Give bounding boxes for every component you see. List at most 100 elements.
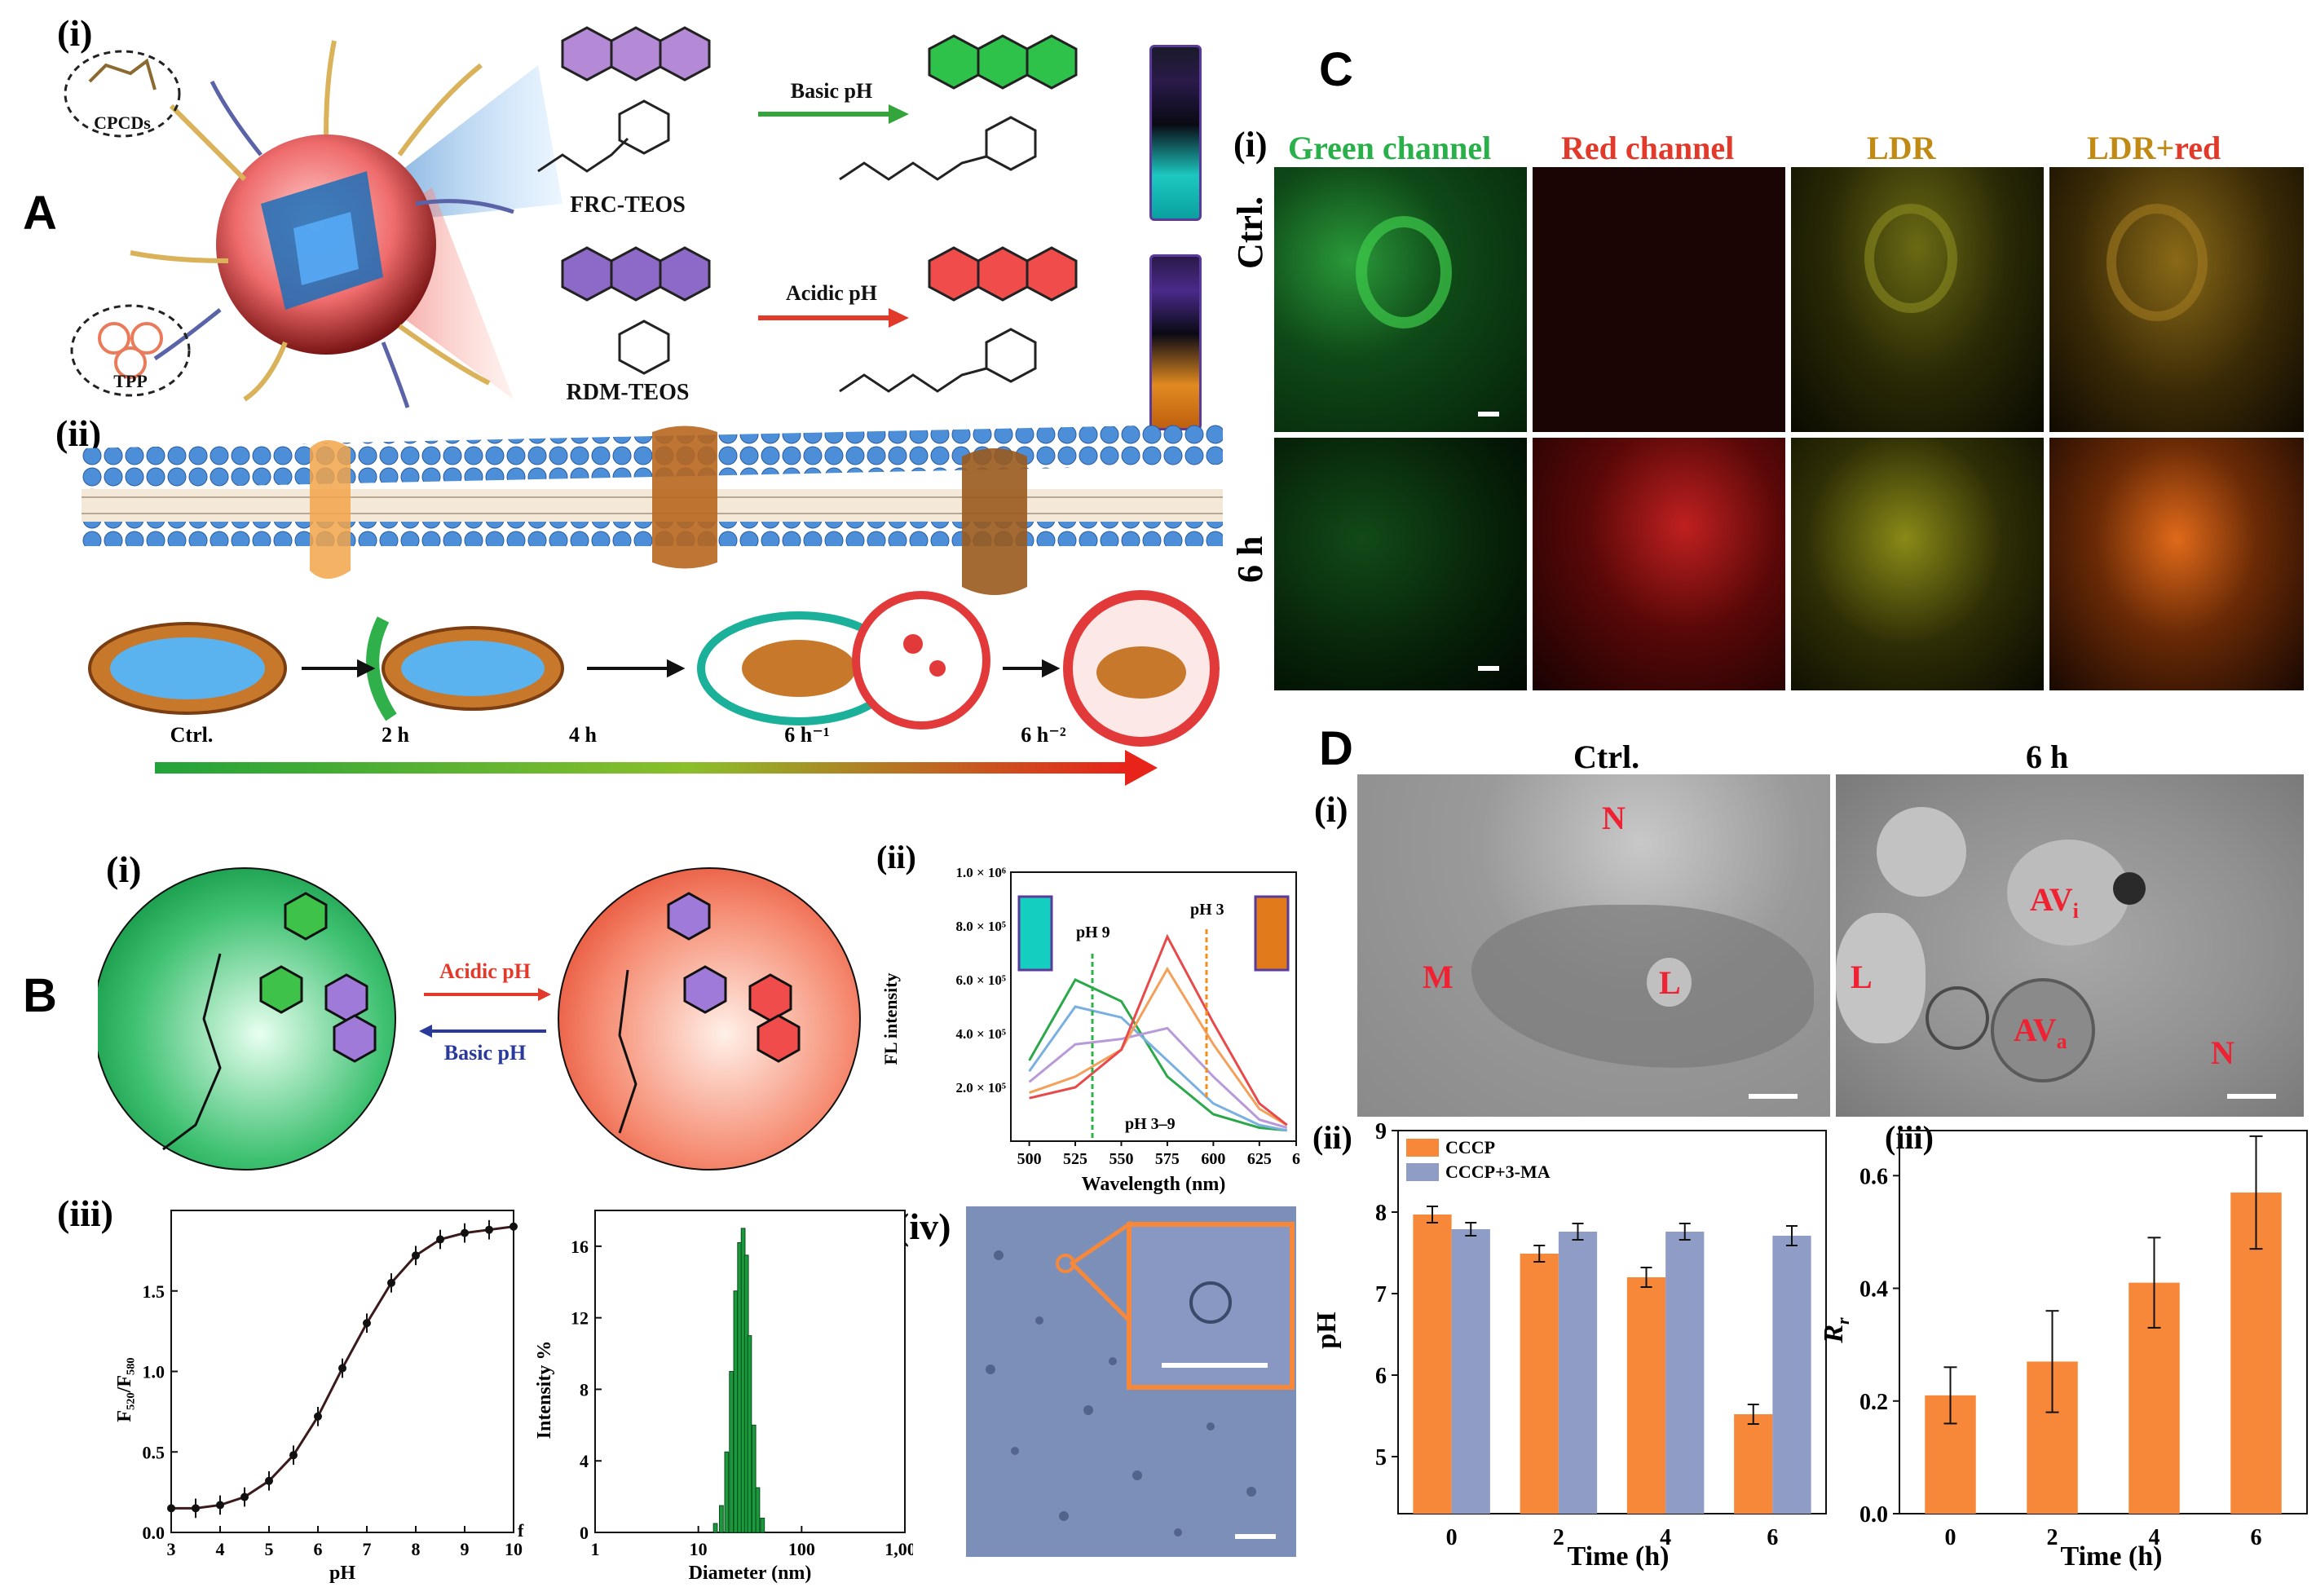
dls-chart: Intensity % Diameter (nm) 1 10 100 1,000 0 4 8… <box>534 1210 913 1584</box>
dls-bar <box>760 1517 765 1533</box>
dls-bar <box>747 1335 752 1533</box>
dls-bar <box>719 1505 724 1533</box>
panel-label-c: C <box>1319 43 1353 96</box>
ph-legend-label: CCCP+3-MA <box>1445 1162 1551 1182</box>
tem-mark-av2-text: AV <box>2014 1012 2057 1048</box>
ph-ytick-label: 8 <box>1375 1201 1387 1226</box>
ph-range-label: pH 3–9 <box>1125 1115 1176 1133</box>
spec-xtick-label: 550 <box>1109 1150 1133 1168</box>
ph-bar <box>1626 1277 1666 1514</box>
tit-xtick-label: 6 <box>314 1539 323 1559</box>
rr-bar-ylabel: Rr <box>1819 1317 1853 1344</box>
step-ctrl: Ctrl. <box>170 723 214 747</box>
spectrum-line <box>1028 1005 1287 1132</box>
frc-teos-label: FRC-TEOS <box>570 192 686 218</box>
ph-bar <box>1520 1254 1559 1514</box>
ph-ytick-label: 7 <box>1375 1282 1387 1307</box>
spec-xtick-label: 600 <box>1201 1150 1225 1168</box>
spectrum-ylabel: FL intensity <box>880 972 901 1065</box>
rr-ytick-label: 0.2 <box>1859 1390 1888 1415</box>
ph-xtick-label: 4 <box>1660 1525 1671 1550</box>
basic-ph-arrow-label: Basic pH <box>791 79 872 103</box>
ph-legend-swatch <box>1406 1139 1439 1157</box>
ph-ytick-label: 5 <box>1375 1445 1387 1470</box>
confocal-row-ctrl: Ctrl. <box>1230 196 1270 269</box>
rr-xtick-label: 2 <box>2047 1525 2058 1550</box>
tem-mark-av2-sub: a <box>2056 1029 2067 1053</box>
rr-xtick-label: 4 <box>2149 1525 2160 1550</box>
dls-xtick-label: 100 <box>788 1539 815 1559</box>
tit-ytick-label: 1.5 <box>143 1281 165 1302</box>
dls-ytick-label: 0 <box>580 1523 589 1543</box>
tit-ytick-label: 0.0 <box>143 1523 165 1543</box>
panel-label-d-iii: (iii) <box>1885 1119 1934 1156</box>
ph9-label: pH 9 <box>1076 924 1110 941</box>
panel-label-d-ii: (ii) <box>1312 1119 1352 1156</box>
ph-legend-label: CCCP <box>1445 1137 1495 1157</box>
dls-bar <box>729 1371 735 1533</box>
ph-xtick-label: 2 <box>1553 1525 1564 1550</box>
confocal-6h-green <box>1274 438 1527 690</box>
confocal-col-green: Green channel <box>1288 130 1492 166</box>
tem-mark-m: M <box>1423 959 1454 995</box>
confocal-6h-merge <box>2049 438 2304 690</box>
ph3-label: pH 3 <box>1190 901 1224 919</box>
panel-label-a: A <box>23 187 57 240</box>
tem-mark-l2: L <box>1851 959 1873 995</box>
rr-xtick-label: 6 <box>2251 1525 2262 1550</box>
rr-xtick-label: 0 <box>1945 1525 1956 1550</box>
dls-xtick-label: 10 <box>690 1539 708 1559</box>
panel-label-b-i: (i) <box>106 849 142 890</box>
panel-label-d-i: (i) <box>1314 790 1348 830</box>
dls-bar <box>733 1290 739 1533</box>
panel-label-b-ii: (ii) <box>876 839 916 875</box>
tem-mark-av2: AVa <box>2014 1011 2067 1054</box>
step-6h-1: 6 h⁻¹ <box>784 723 829 747</box>
ph-bar <box>1451 1229 1490 1514</box>
panel-label-b: B <box>23 969 57 1022</box>
confocal-col-ldr-red: LDR+red <box>2087 129 2221 167</box>
rr-bar-chart: Rr Time (h) 0.0 0.2 0.4 0.6 0 2 4 6 <box>1819 1130 2308 1572</box>
dls-xtick-label: 1,000 <box>884 1539 913 1559</box>
confocal-col-ldr: LDR <box>1867 130 1936 166</box>
tit-xtick-label: 7 <box>363 1539 372 1559</box>
tem-ctrl-image: N M L <box>1357 774 1830 1117</box>
panel-label-a-ii: (ii) <box>55 412 102 454</box>
panel-label-c-i: (i) <box>1233 125 1268 165</box>
panel-label-d: D <box>1319 722 1353 775</box>
ph-bar <box>1558 1232 1598 1514</box>
green-sphere <box>98 867 396 1171</box>
panel-label-b-iii: (iii) <box>57 1193 113 1234</box>
spec-xtick-label: 500 <box>1017 1150 1042 1168</box>
ph-bar-ylabel: pH <box>1312 1312 1342 1348</box>
tpp-label: TPP <box>113 371 148 391</box>
frc-teos-molecule <box>537 26 711 173</box>
tem-mark-av-text: AV <box>2030 881 2073 918</box>
dls-bar <box>712 1523 718 1533</box>
panel-label-b-iv: (iv) <box>897 1206 951 1247</box>
spec-xtick-label: 6 <box>1292 1150 1300 1168</box>
tit-xtick-label: 5 <box>265 1539 274 1559</box>
spec-ytick-label: 4.0 × 10⁵ <box>955 1026 1006 1042</box>
tem-nanoparticles <box>966 1206 1296 1557</box>
dls-bar <box>724 1451 730 1533</box>
rr-ylabel-main: R <box>1819 1325 1849 1344</box>
acidic-ph-arrow-label: Acidic pH <box>786 281 877 305</box>
rdm-teos-label: RDM-TEOS <box>567 380 690 405</box>
tit-xtick-label: 9 <box>461 1539 470 1559</box>
tit-xtick-label: 8 <box>412 1539 421 1559</box>
titration-f: f <box>518 1520 524 1541</box>
rdm-teos-molecule <box>561 246 711 375</box>
spectrum-xlabel: Wavelength (nm) <box>1082 1174 1226 1195</box>
spec-ytick-label: 2.0 × 10⁵ <box>955 1080 1006 1096</box>
ph-legend-swatch <box>1406 1163 1439 1181</box>
ph-xtick-label: 6 <box>1767 1525 1778 1550</box>
tem-mark-l: L <box>1659 964 1681 1001</box>
b-acidic-label: Acidic pH <box>439 959 531 983</box>
ph-bar <box>1734 1414 1773 1514</box>
cpcds-label: CPCDs <box>94 112 151 133</box>
tem-mark-av-sub: i <box>2072 899 2079 923</box>
spectrum-chart: FL intensity Wavelength (nm) 500 525 550 57… <box>880 865 1300 1195</box>
step-4h: 4 h <box>569 723 598 747</box>
confocal-6h-red <box>1533 438 1785 690</box>
